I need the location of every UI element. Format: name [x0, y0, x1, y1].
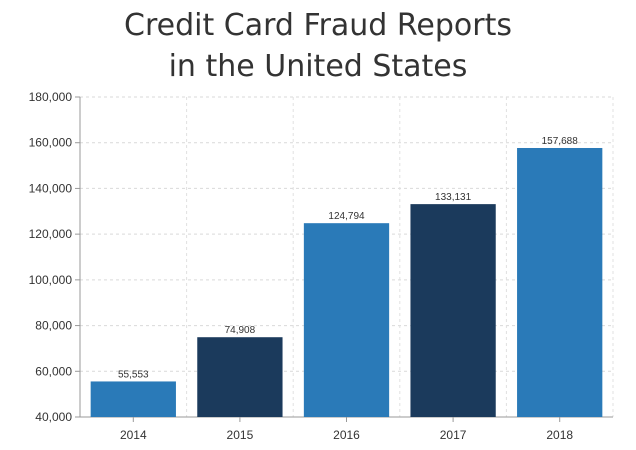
y-tick-label: 80,000	[35, 319, 72, 333]
x-tick-label: 2017	[440, 428, 467, 442]
bar-2016	[303, 223, 390, 417]
data-label-2014: 55,553	[118, 369, 149, 380]
chart-title-line-2: in the United States	[168, 49, 468, 84]
data-label-2018: 157,688	[542, 136, 579, 147]
bar-2014	[90, 381, 176, 417]
x-tick-label: 2016	[333, 428, 360, 442]
y-tick-label: 160,000	[29, 136, 73, 150]
y-tick-label: 40,000	[35, 410, 72, 424]
y-tick-label: 100,000	[29, 273, 73, 287]
y-tick-label: 140,000	[29, 181, 73, 195]
data-label-2017: 133,131	[435, 192, 472, 203]
y-tick-label: 60,000	[35, 364, 72, 378]
data-label-2016: 124,794	[328, 211, 365, 222]
data-label-2015: 74,908	[225, 325, 256, 336]
y-tick-label: 120,000	[29, 227, 73, 241]
bar-2018	[517, 147, 603, 418]
x-tick-label: 2018	[546, 428, 573, 442]
x-tick-label: 2014	[120, 428, 147, 442]
y-tick-label: 180,000	[29, 90, 73, 104]
bar-2015	[197, 337, 283, 417]
x-tick-label: 2015	[227, 428, 254, 442]
chart-title-line-1: Credit Card Fraud Reports	[124, 8, 512, 43]
bar-2017	[410, 204, 496, 417]
